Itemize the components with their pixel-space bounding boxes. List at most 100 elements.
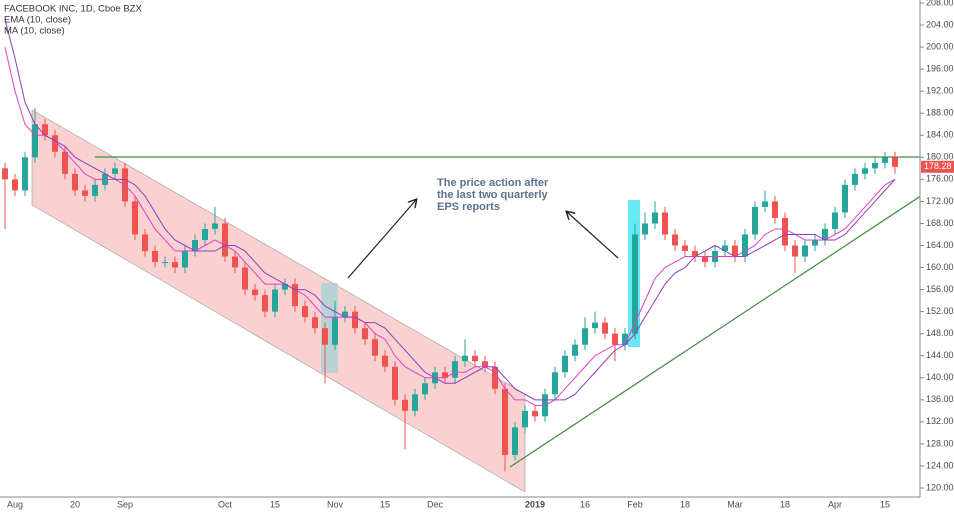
candle-body — [402, 399, 408, 411]
last-price-label: 178.28 — [924, 161, 952, 171]
x-tick-label: Oct — [218, 499, 233, 509]
candle-body — [22, 157, 28, 191]
support-line — [509, 173, 954, 468]
candle-body — [412, 394, 418, 411]
y-tick-label: 160.00 — [926, 262, 954, 272]
candle-body — [682, 245, 688, 252]
candle-body — [332, 317, 338, 345]
candle-body — [692, 251, 698, 257]
candle-body — [372, 339, 378, 356]
candle-body — [112, 168, 118, 174]
x-tick-label: 16 — [580, 499, 590, 509]
candle-body — [802, 245, 808, 257]
x-tick-label: Mar — [727, 499, 743, 509]
candle-body — [752, 206, 758, 235]
candle-body — [312, 317, 318, 329]
candle-body — [72, 173, 78, 191]
candle-body — [632, 234, 638, 334]
candle-body — [772, 201, 778, 218]
candle-body — [182, 251, 188, 268]
x-tick-label: Dec — [427, 499, 444, 509]
candle-body — [342, 311, 348, 318]
annotation: the last two quarterly — [437, 189, 549, 201]
x-tick-label: 15 — [880, 499, 890, 509]
candle-body — [502, 388, 508, 455]
x-tick-label: Aug — [7, 499, 23, 509]
candle-body — [782, 217, 788, 246]
candle-body — [352, 311, 358, 329]
candle-body — [362, 328, 368, 340]
candle-body — [612, 333, 618, 345]
candle-body — [152, 251, 158, 263]
candle-body — [92, 184, 98, 196]
candle-body — [262, 295, 268, 312]
candle-body — [552, 372, 558, 395]
candle-body — [862, 168, 868, 174]
candle-body — [492, 366, 498, 389]
y-tick-label: 184.00 — [926, 130, 954, 140]
candle-body — [852, 173, 858, 185]
annotation: EPS reports — [437, 201, 500, 213]
y-tick-label: 140.00 — [926, 372, 954, 382]
x-tick-label: Apr — [828, 499, 842, 509]
x-tick-label: 20 — [70, 499, 80, 509]
candle-body — [672, 234, 678, 246]
candle-body — [792, 245, 798, 257]
indicator-line — [4, 19, 896, 401]
candle-body — [2, 168, 8, 180]
y-tick-label: 144.00 — [926, 350, 954, 360]
x-tick-label: 2019 — [525, 499, 545, 509]
candle-body — [462, 355, 468, 362]
candle-body — [532, 410, 538, 417]
candle-body — [842, 184, 848, 213]
candle-body — [872, 162, 878, 169]
x-tick-label: Nov — [327, 499, 344, 509]
candle-body — [232, 256, 238, 268]
y-tick-label: 208.00 — [926, 0, 954, 7]
candle-body — [422, 383, 428, 395]
x-tick-label: 18 — [680, 499, 690, 509]
candle-body — [272, 289, 278, 312]
x-tick-label: 15 — [270, 499, 280, 509]
y-tick-label: 192.00 — [926, 86, 954, 96]
legend-entry: EMA (10, close) — [4, 15, 71, 26]
candle-body — [162, 262, 168, 264]
x-tick-label: 18 — [780, 499, 790, 509]
candle-body — [32, 124, 38, 158]
arrow — [347, 200, 416, 279]
candle-body — [892, 157, 898, 167]
annotation: The price action after — [437, 177, 549, 189]
y-tick-label: 176.00 — [926, 174, 954, 184]
candle-body — [382, 355, 388, 367]
y-tick-label: 188.00 — [926, 108, 954, 118]
y-tick-label: 168.00 — [926, 218, 954, 228]
candle-body — [762, 201, 768, 207]
candle-body — [292, 284, 298, 307]
candle-body — [602, 322, 608, 334]
last-price-tag — [921, 160, 954, 173]
candle-body — [622, 333, 628, 345]
candle-body — [42, 124, 48, 136]
candle-body — [192, 239, 198, 252]
candle-body — [222, 223, 228, 257]
candle-body — [662, 212, 668, 235]
x-tick-label: 15 — [380, 499, 390, 509]
candle-body — [652, 212, 658, 224]
y-tick-label: 148.00 — [926, 328, 954, 338]
candle-body — [442, 372, 448, 378]
y-tick-label: 136.00 — [926, 394, 954, 404]
y-tick-label: 164.00 — [926, 240, 954, 250]
y-tick-label: 152.00 — [926, 306, 954, 316]
candle-body — [522, 410, 528, 428]
candle-body — [562, 355, 568, 373]
candle-body — [392, 366, 398, 400]
candle-body — [62, 151, 68, 174]
y-tick-label: 172.00 — [926, 196, 954, 206]
y-tick-label: 196.00 — [926, 64, 954, 74]
candle-body — [242, 267, 248, 290]
y-tick-label: 204.00 — [926, 19, 954, 29]
candle-body — [592, 322, 598, 329]
candle-body — [482, 361, 488, 367]
candle-body — [12, 179, 18, 191]
candle-body — [82, 190, 88, 196]
